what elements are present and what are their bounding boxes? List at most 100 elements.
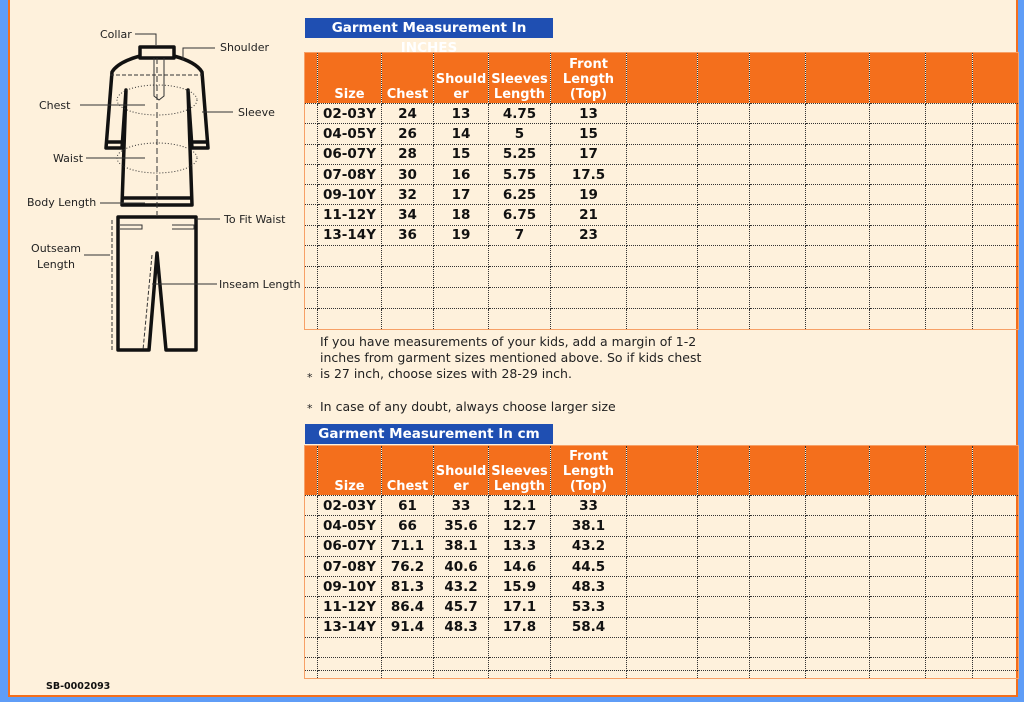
empty-cell [749,445,806,496]
empty-cell [925,515,973,537]
empty-cell [381,670,434,680]
empty-cell [972,245,1019,268]
empty-cell [697,308,750,331]
empty-cell [805,445,870,496]
empty-cell [749,657,806,672]
empty-cell [317,245,382,268]
empty-cell [972,637,1019,659]
cell: 38.1 [550,515,627,537]
empty-cell [626,657,698,672]
cell: 91.4 [381,616,434,639]
empty-cell [626,670,698,680]
empty-cell [869,123,926,145]
empty-cell [925,143,973,165]
empty-cell [304,204,318,226]
cell: 76.2 [381,555,434,578]
cell: Should er [433,52,489,104]
empty-cell [626,596,698,618]
empty-cell [488,245,551,268]
empty-cell [550,657,627,672]
empty-cell [626,308,698,331]
empty-cell [381,308,434,331]
cell: 21 [550,204,627,226]
cell: 11-12Y [317,204,382,226]
cell: Sleeves Length [488,52,551,104]
empty-cell [925,184,973,206]
cell: 15 [433,143,489,165]
empty-cell [749,308,806,331]
empty-cell [626,535,698,557]
cell: 61 [381,494,434,517]
empty-cell [697,245,750,268]
empty-cell [626,224,698,247]
cell: 86.4 [381,596,434,618]
cell: 17 [550,143,627,165]
empty-cell [697,670,750,680]
empty-cell [869,576,926,598]
empty-cell [749,670,806,680]
empty-cell [869,102,926,125]
table-row: 07-08Y 30 16 5.75 17.5 [304,163,1019,186]
table-row: 07-08Y 76.2 40.6 14.6 44.5 [304,555,1019,578]
empty-cell [304,535,318,557]
empty-cell [869,224,926,247]
empty-cell [749,494,806,517]
empty-cell [304,184,318,206]
empty-cell [972,308,1019,331]
empty-cell [925,657,973,672]
cell: 06-07Y [317,535,382,557]
cell: 13-14Y [317,616,382,639]
empty-cell [925,102,973,125]
empty-cell [972,596,1019,618]
cm-table-title: Garment Measurement In cm [305,424,553,444]
empty-cell [488,657,551,672]
empty-cell [488,670,551,680]
empty-cell [304,596,318,618]
empty-cell [925,224,973,247]
empty-cell [697,184,750,206]
empty-cell [805,515,870,537]
empty-cell [626,266,698,289]
empty-cell [805,596,870,618]
empty-cell [626,245,698,268]
empty-cell [304,308,318,331]
empty-cell [697,224,750,247]
empty-cell [626,637,698,659]
empty-cell [805,637,870,659]
empty-cell [626,163,698,186]
empty-cell [626,576,698,598]
empty-cell [304,637,318,659]
empty-cell [749,184,806,206]
cell: 17.1 [488,596,551,618]
cell: 43.2 [550,535,627,557]
empty-cell [805,555,870,578]
empty-cell [749,576,806,598]
empty-cell [433,245,489,268]
table-row [304,287,1019,310]
empty-cell [805,576,870,598]
empty-cell [749,266,806,289]
empty-cell [805,245,870,268]
cell: Sleeves Length [488,445,551,496]
cell: 58.4 [550,616,627,639]
cell: 07-08Y [317,163,382,186]
cell: 45.7 [433,596,489,618]
table-header-row: Size Chest Should er Sleeves Length Front Le… [304,445,1019,496]
cell: 15.9 [488,576,551,598]
empty-cell [433,657,489,672]
label-body-length: Body Length [27,196,97,209]
cell: Front Length (Top) [550,445,627,496]
cell: 33 [433,494,489,517]
cell: 13 [550,102,627,125]
empty-cell [550,637,627,659]
empty-cell [749,204,806,226]
table-row: 11-12Y 86.4 45.7 17.1 53.3 [304,596,1019,618]
cell: Should er [433,445,489,496]
cell: 48.3 [433,616,489,639]
table-row [304,308,1019,331]
cell: 33 [550,494,627,517]
empty-cell [304,494,318,517]
cell: 40.6 [433,555,489,578]
note-larger-size: In case of any doubt, always choose larg… [320,399,616,414]
empty-cell [697,555,750,578]
